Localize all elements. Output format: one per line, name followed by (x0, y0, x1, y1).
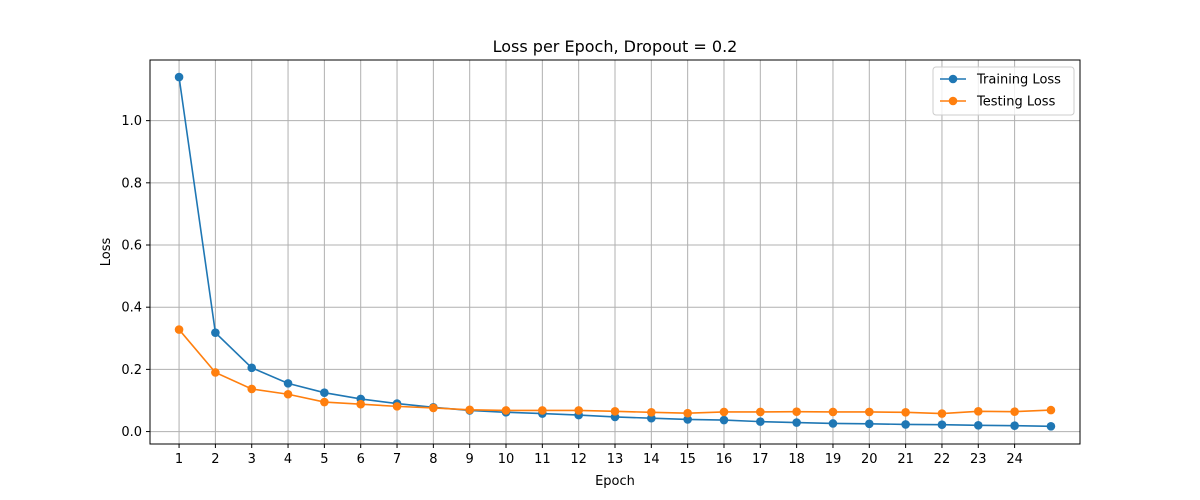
y-tick-label: 0.6 (121, 239, 142, 254)
data-point (756, 407, 765, 417)
data-point (1010, 407, 1019, 416)
data-point (174, 72, 184, 82)
data-point (174, 325, 184, 334)
data-point (392, 402, 402, 411)
data-point (211, 328, 220, 337)
x-tick-label: 13 (607, 452, 624, 467)
data-point (1046, 405, 1056, 415)
data-point (864, 407, 874, 417)
x-tick-label: 17 (752, 452, 769, 467)
legend-marker (948, 96, 958, 106)
data-point (756, 417, 765, 426)
x-axis: 1 2 3 4 5 6 7 8 9 10 11 12 13 14 15 16 17 18 19 20 21 22 23 24 (175, 444, 1023, 467)
legend-label: Training Loss (976, 73, 1061, 88)
x-tick-label: 8 (429, 452, 437, 467)
data-point (429, 403, 438, 413)
data-point (683, 408, 692, 418)
data-point (864, 419, 874, 429)
legend: Training Loss Testing Loss (932, 66, 1075, 116)
chart-title: Loss per Epoch, Dropout = 0.2 (493, 37, 738, 56)
x-tick-label: 16 (716, 452, 733, 467)
x-tick-label: 23 (970, 452, 987, 467)
data-point (937, 409, 947, 418)
data-point (828, 407, 838, 417)
data-point (647, 407, 656, 417)
x-tick-label: 18 (788, 452, 805, 467)
x-tick-label: 11 (534, 452, 551, 467)
data-point (501, 406, 511, 415)
data-point (647, 413, 656, 423)
data-point (719, 407, 729, 417)
y-tick-label: 0.0 (121, 425, 142, 440)
x-tick-label: 7 (393, 452, 401, 467)
x-tick-label: 22 (934, 452, 951, 467)
legend-label: Testing Loss (976, 95, 1056, 110)
x-tick-label: 10 (498, 452, 515, 467)
data-point (719, 415, 729, 425)
y-tick-label: 0.8 (121, 176, 142, 191)
series-testing-loss (174, 325, 1056, 418)
x-tick-label: 15 (679, 452, 696, 467)
legend-marker (948, 74, 958, 84)
legend-item: Testing Loss (940, 95, 1056, 110)
y-axis: 0.0 0.2 0.4 0.6 0.8 1.0 (121, 114, 150, 440)
x-tick-label: 3 (248, 452, 256, 467)
x-axis-label: Epoch (595, 474, 635, 489)
data-point (247, 384, 257, 394)
data-point (320, 397, 329, 407)
data-point (283, 389, 293, 399)
x-tick-label: 2 (211, 452, 219, 467)
data-point (465, 405, 474, 415)
data-point (320, 388, 329, 397)
x-tick-label: 12 (570, 452, 587, 467)
y-tick-label: 0.4 (121, 301, 142, 316)
x-tick-label: 19 (825, 452, 842, 467)
data-point (973, 407, 983, 416)
y-tick-label: 0.2 (121, 363, 142, 378)
x-tick-label: 6 (357, 452, 365, 467)
y-tick-label: 1.0 (121, 114, 142, 129)
data-point (937, 420, 947, 430)
x-tick-label: 21 (897, 452, 914, 467)
data-point (247, 363, 257, 373)
x-tick-label: 20 (861, 452, 878, 467)
data-point (683, 415, 692, 424)
x-tick-label: 24 (1006, 452, 1023, 467)
series-group (174, 72, 1056, 431)
data-point (828, 419, 838, 428)
data-point (574, 406, 583, 415)
data-point (211, 368, 220, 377)
data-point (792, 407, 801, 416)
data-point (1046, 421, 1056, 431)
legend-box (932, 66, 1075, 116)
x-tick-label: 1 (175, 452, 183, 467)
data-point (356, 399, 366, 409)
data-point (283, 379, 293, 388)
x-tick-label: 14 (643, 452, 660, 467)
x-tick-label: 5 (320, 452, 328, 467)
data-point (538, 406, 547, 415)
data-point (901, 420, 910, 429)
x-tick-label: 9 (466, 452, 474, 467)
data-point (1010, 421, 1019, 430)
data-point (610, 407, 620, 416)
grid (150, 60, 1080, 444)
data-point (973, 421, 983, 430)
data-point (901, 407, 910, 417)
y-axis-label: Loss (99, 238, 114, 267)
data-point (792, 418, 801, 427)
x-tick-label: 4 (284, 452, 292, 467)
legend-item: Training Loss (940, 73, 1061, 88)
